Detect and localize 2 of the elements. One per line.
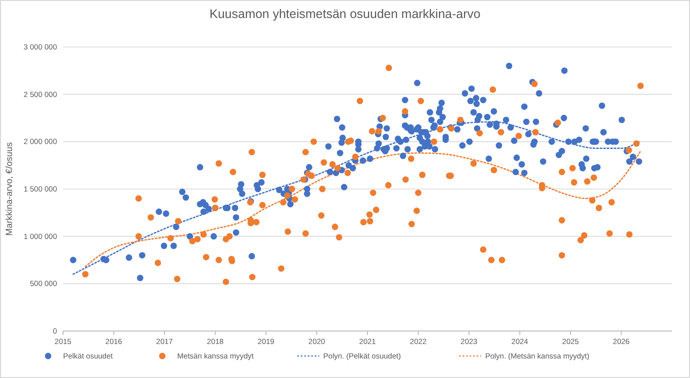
y-axis-title: Markkina-arvo, €/osuus [4, 142, 14, 236]
chart-title: Kuusamon yhteismetsän osuuden markkina-arvo [210, 7, 481, 21]
